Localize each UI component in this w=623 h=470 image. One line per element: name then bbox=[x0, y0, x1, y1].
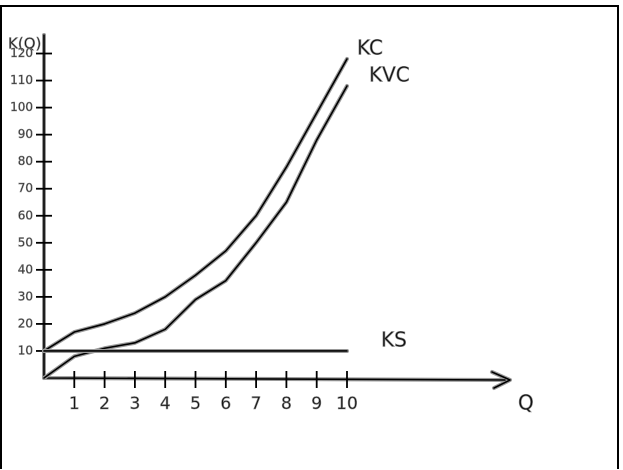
y-tick-label: 90 bbox=[18, 127, 33, 141]
y-tick-label: 20 bbox=[18, 316, 33, 330]
x-axis-title: Q bbox=[518, 391, 534, 415]
y-tick-label: 10 bbox=[18, 343, 33, 357]
y-tick-label: 100 bbox=[10, 100, 33, 114]
y-tick-label: 110 bbox=[10, 73, 33, 87]
y-tick-label: 50 bbox=[18, 235, 33, 249]
series-label: KS bbox=[381, 327, 407, 351]
y-tick-label: 40 bbox=[18, 262, 33, 276]
x-tick-label: 7 bbox=[251, 394, 262, 414]
x-tick-label: 9 bbox=[311, 394, 322, 414]
x-tick-label: 2 bbox=[99, 394, 110, 414]
series-label: KVC bbox=[369, 62, 410, 86]
chart: K(Q) Q 102030405060708090100110120123456… bbox=[0, 0, 623, 470]
y-tick-label: 30 bbox=[18, 289, 33, 303]
x-tick-label: 3 bbox=[129, 394, 140, 414]
x-tick-label: 10 bbox=[336, 394, 358, 414]
y-tick-label: 80 bbox=[18, 154, 33, 168]
x-tick-label: 6 bbox=[220, 394, 231, 414]
y-tick-label: 70 bbox=[18, 181, 33, 195]
x-tick-label: 4 bbox=[160, 394, 171, 414]
x-tick-label: 1 bbox=[69, 394, 80, 414]
y-tick-label: 60 bbox=[18, 208, 33, 222]
x-tick-label: 8 bbox=[281, 394, 292, 414]
y-tick-label: 120 bbox=[10, 46, 33, 60]
x-tick-label: 5 bbox=[190, 394, 201, 414]
series-label: KC bbox=[357, 35, 383, 59]
